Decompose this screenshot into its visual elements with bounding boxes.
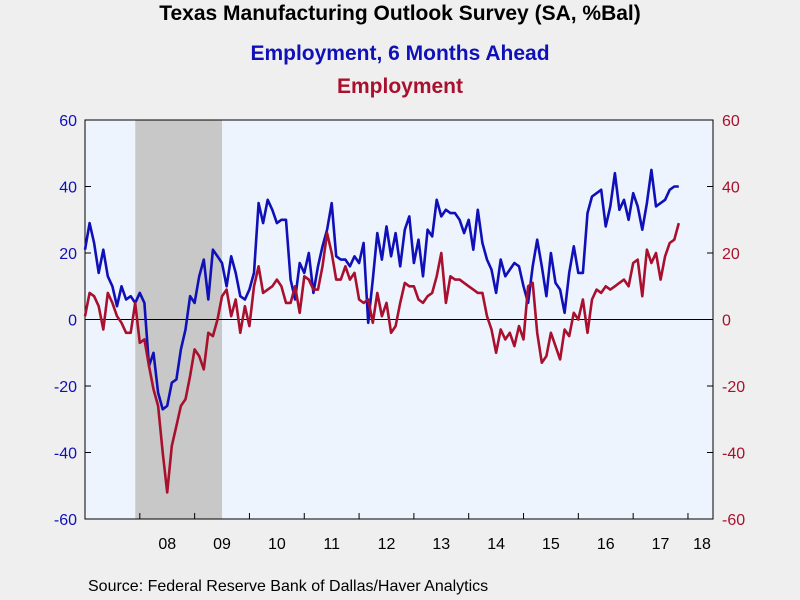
y-tick-label-left: 20 <box>59 246 77 263</box>
y-tick-label-left: 40 <box>59 180 77 197</box>
x-tick-label: 17 <box>652 536 670 553</box>
legend-series-2: Employment <box>336 75 464 98</box>
y-tick-label-right: 60 <box>722 113 740 130</box>
y-tick-label-right: -60 <box>722 512 745 529</box>
x-tick-label: 10 <box>268 536 286 553</box>
y-tick-label-right: 40 <box>722 180 740 197</box>
y-tick-label-left: 60 <box>59 113 77 130</box>
y-tick-label-right: -40 <box>722 446 745 463</box>
x-tick-label: 08 <box>158 536 176 553</box>
y-tick-label-left: -40 <box>54 446 77 463</box>
source-note: Source: Federal Reserve Bank of Dallas/H… <box>88 578 489 595</box>
y-tick-label-right: 20 <box>722 246 740 263</box>
x-tick-label: 13 <box>432 536 450 553</box>
x-tick-label: 14 <box>487 536 505 553</box>
y-tick-label-right: -20 <box>722 379 745 396</box>
x-tick-label: 15 <box>542 536 560 553</box>
y-tick-label-left: 0 <box>68 313 77 330</box>
x-tick-label: 11 <box>323 536 340 553</box>
y-tick-label-left: -60 <box>54 512 77 529</box>
x-tick-label: 09 <box>213 536 231 553</box>
y-tick-label-right: 0 <box>722 313 731 330</box>
y-tick-label-left: -20 <box>54 379 77 396</box>
x-tick-label: 16 <box>597 536 615 553</box>
x-tick-label: 18 <box>693 536 711 553</box>
series-line-2 <box>83 222 681 494</box>
series-line-1 <box>83 168 679 411</box>
chart-title: Texas Manufacturing Outlook Survey (SA, … <box>159 2 641 25</box>
x-tick-label: 12 <box>378 536 396 553</box>
legend-series-1: Employment, 6 Months Ahead <box>250 42 550 65</box>
